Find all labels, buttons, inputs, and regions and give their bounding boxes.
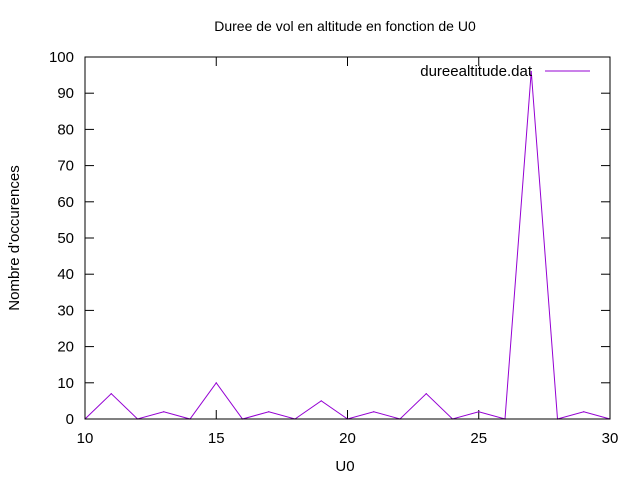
legend-label-dureealtitude: dureealtitude.dat [420, 63, 533, 80]
x-tick-label-20: 20 [339, 430, 356, 447]
y-tick-label-100: 100 [49, 49, 74, 66]
data-point [425, 393, 427, 395]
data-point [530, 70, 532, 73]
y-tick-label-30: 30 [57, 302, 74, 319]
data-point [163, 411, 165, 413]
series-line-0 [84, 71, 611, 420]
x-tick-label-25: 25 [470, 430, 487, 447]
y-tick-label-0: 0 [66, 411, 74, 428]
data-point [110, 393, 112, 395]
data-point [373, 411, 375, 413]
data-point [215, 382, 217, 384]
x-tick-label-30: 30 [602, 430, 619, 447]
x-axis-label: U0 [335, 458, 354, 475]
plot-frame [84, 56, 611, 420]
data-point [320, 400, 322, 402]
chart-title: Duree de vol en altitude en fonction de … [214, 18, 476, 34]
y-tick-label-10: 10 [57, 375, 74, 392]
y-tick-label-80: 80 [57, 121, 74, 138]
data-point [268, 411, 270, 413]
y-axis-label: Nombre d'occurences [6, 165, 23, 310]
y-tick-label-90: 90 [57, 85, 74, 102]
y-tick-label-20: 20 [57, 339, 74, 356]
legend: dureealtitude.dat [420, 63, 590, 80]
y-tick-label-50: 50 [57, 230, 74, 247]
data-point [583, 411, 585, 413]
axis-ticks [84, 56, 611, 420]
y-tick-label-60: 60 [57, 194, 74, 211]
data-point [478, 411, 480, 413]
x-tick-label-15: 15 [208, 430, 225, 447]
y-tick-label-40: 40 [57, 266, 74, 283]
y-tick-label-70: 70 [57, 158, 74, 175]
series-group [84, 70, 611, 420]
x-tick-label-10: 10 [77, 430, 94, 447]
